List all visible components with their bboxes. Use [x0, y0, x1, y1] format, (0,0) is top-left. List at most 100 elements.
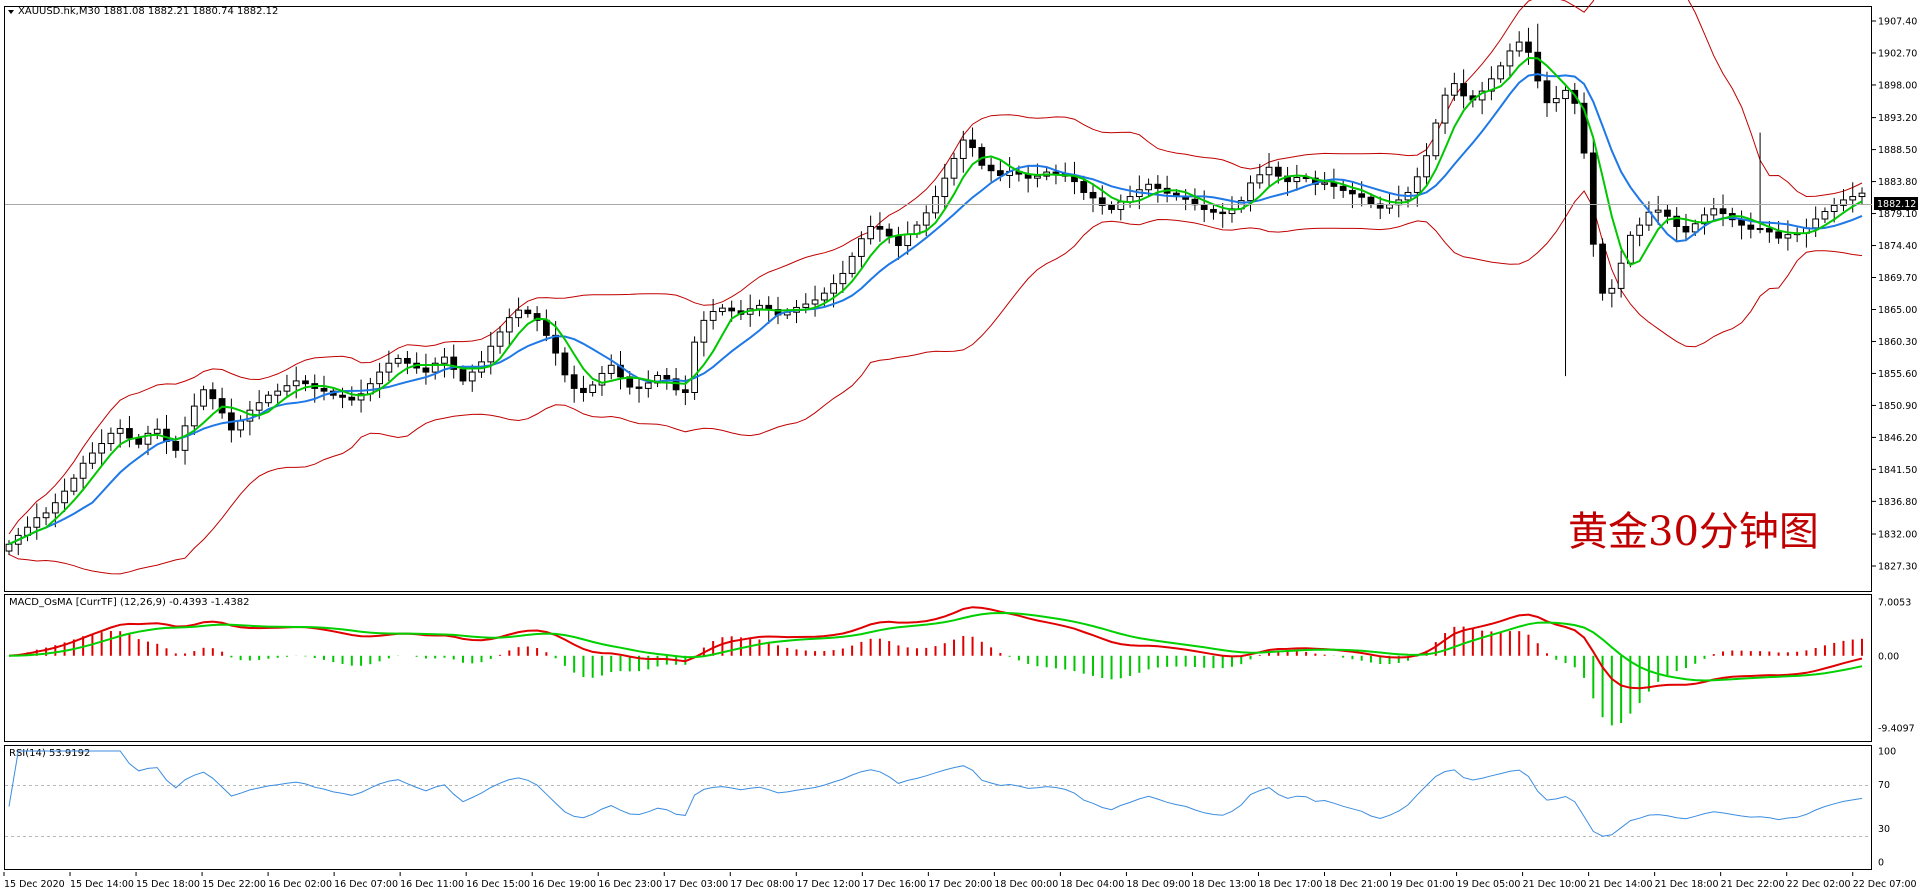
price-tick-label: 1846.20 — [1878, 433, 1917, 444]
price-tick-label: 1874.40 — [1878, 241, 1917, 252]
candle-body — [1627, 234, 1634, 264]
candle-body — [283, 385, 291, 392]
chart-menu-icon[interactable] — [8, 10, 14, 14]
time-tick-label: 22 Dec 07:00 — [1853, 879, 1917, 890]
bollinger-upper — [8, 0, 1863, 535]
time-tick-label: 17 Dec 03:00 — [664, 879, 728, 890]
candle-body — [1858, 192, 1866, 198]
rsi-axis-label: 30 — [1878, 824, 1890, 835]
candle-body — [561, 352, 569, 376]
candle-body — [1719, 208, 1727, 215]
candle-body — [459, 368, 467, 382]
candlesticks — [5, 23, 1866, 556]
candle-body — [996, 170, 1004, 176]
price-chart-pane[interactable]: XAUUSD.hk,M30 1881.08 1882.21 1880.74 18… — [0, 0, 1920, 595]
candle-body — [1608, 287, 1616, 294]
fast-ma-line — [8, 56, 1863, 546]
time-tick-label: 22 Dec 02:00 — [1787, 879, 1851, 890]
candle-body — [607, 364, 615, 374]
candle-body — [719, 307, 726, 313]
candle-body — [598, 372, 606, 386]
time-tick-label: 15 Dec 22:00 — [202, 879, 266, 890]
price-tick-label: 1836.80 — [1878, 497, 1917, 508]
candle-body — [51, 502, 59, 514]
candle-body — [441, 356, 448, 364]
candle-body — [1358, 193, 1366, 198]
time-tick-label: 16 Dec 11:00 — [400, 879, 464, 890]
candle-body — [1543, 80, 1551, 104]
candle-body — [959, 139, 967, 159]
candle-body — [1441, 94, 1449, 124]
candle-body — [895, 235, 902, 247]
candle-body — [1274, 166, 1282, 177]
symbol-header: XAUUSD.hk,M30 1881.08 1882.21 1880.74 18… — [18, 6, 278, 17]
price-tick-label: 1893.20 — [1878, 113, 1917, 124]
price-tick-label: 1860.30 — [1878, 337, 1917, 348]
candle-body — [79, 462, 87, 479]
candle-body — [950, 157, 958, 179]
candle-body — [302, 380, 309, 385]
candle-body — [858, 238, 865, 257]
candle-body — [728, 307, 736, 312]
candle-body — [274, 390, 282, 396]
moving-averages — [8, 56, 1863, 546]
macd-axis: 7.0053 0.00 -9.4097 — [1878, 598, 1915, 735]
candle-body — [505, 317, 513, 333]
candle-body — [431, 362, 439, 373]
candle-body — [1580, 102, 1588, 154]
candle-body — [802, 303, 810, 308]
candle-body — [839, 272, 847, 285]
candle-body — [292, 380, 300, 387]
candle-body — [135, 437, 143, 445]
candle-body — [691, 341, 698, 393]
candle-body — [635, 386, 643, 389]
candle-body — [339, 394, 346, 398]
rsi-pane[interactable]: RSI(14) 53.9192 100 70 30 0 — [0, 743, 1920, 873]
candle-body — [1098, 197, 1106, 206]
chart-watermark: 黄金30分钟图 — [1568, 509, 1819, 555]
candle-body — [98, 443, 106, 454]
candle-body — [1460, 83, 1467, 97]
candle-body — [1812, 218, 1820, 229]
candle-body — [1552, 98, 1560, 104]
candle-body — [885, 228, 893, 237]
time-tick-label: 21 Dec 22:00 — [1721, 879, 1785, 890]
candle-body — [1034, 175, 1041, 179]
candle-body — [830, 283, 837, 294]
candle-body — [1525, 41, 1532, 53]
macd-header: MACD_OsMA [CurrTF] (12,26,9) -0.4393 -1.… — [9, 597, 249, 608]
candle-body — [1339, 185, 1347, 191]
candle-body — [172, 440, 180, 451]
candle-body — [1210, 208, 1217, 213]
macd-pane[interactable]: MACD_OsMA [CurrTF] (12,26,9) -0.4393 -1.… — [0, 590, 1920, 745]
candle-body — [922, 212, 930, 226]
price-axis: 1907.40 1902.70 1898.00 1893.20 1888.50 1883.… — [1872, 17, 1917, 573]
price-tick-label: 1841.50 — [1878, 465, 1917, 476]
candle-body — [265, 394, 272, 404]
candle-body — [1413, 176, 1421, 193]
price-tick-label: 1869.70 — [1878, 273, 1917, 284]
candle-body — [700, 319, 708, 343]
candle-body — [1830, 204, 1838, 213]
rsi-axis: 100 70 30 0 — [1878, 747, 1896, 869]
rsi-axis-label: 0 — [1878, 858, 1884, 869]
candle-body — [1599, 243, 1606, 294]
macd-pane-frame — [4, 594, 1872, 742]
time-tick-label: 19 Dec 01:00 — [1391, 879, 1455, 890]
candle-body — [320, 387, 328, 392]
candle-body — [756, 304, 763, 310]
price-tick-label: 1898.00 — [1878, 80, 1917, 91]
candle-body — [116, 428, 124, 434]
candle-body — [1691, 223, 1699, 233]
price-tick-label: 1883.80 — [1878, 177, 1917, 188]
candle-body — [1664, 209, 1671, 217]
candle-body — [1617, 262, 1625, 289]
candle-body — [1154, 183, 1162, 189]
candle-body — [589, 384, 597, 393]
rsi-line — [8, 750, 1863, 837]
price-tick-label: 1855.60 — [1878, 369, 1917, 380]
candle-body — [1108, 204, 1115, 210]
candle-body — [681, 389, 689, 393]
time-axis: 15 Dec 2020 15 Dec 14:00 15 Dec 18:00 15 De… — [3, 872, 1917, 890]
candle-body — [1349, 189, 1356, 195]
